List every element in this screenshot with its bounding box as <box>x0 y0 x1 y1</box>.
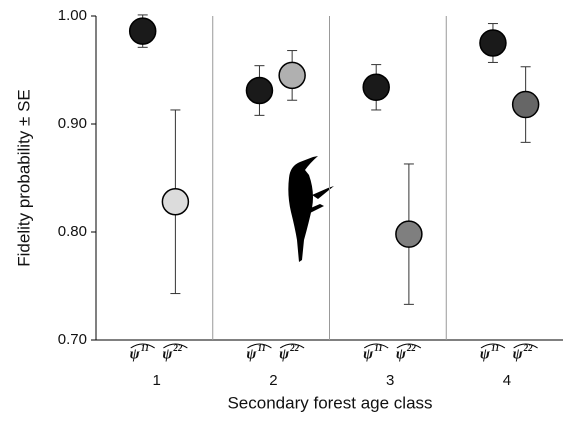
y-tick-label: 1.00 <box>58 7 87 24</box>
hat <box>363 343 389 349</box>
series-superscript: 22 <box>172 343 183 353</box>
x-tick-label: 1 <box>153 372 161 389</box>
point <box>278 61 306 90</box>
point <box>511 90 540 119</box>
series-name: ψ <box>480 346 491 362</box>
series-name: ψ <box>162 346 173 362</box>
point <box>479 29 507 57</box>
series-label: ψ 22 <box>162 343 188 362</box>
x-tick-label: 4 <box>503 372 511 389</box>
point <box>245 76 274 105</box>
series-label: ψ 22 <box>513 343 538 362</box>
y-tick-label: 0.70 <box>58 331 87 348</box>
series-name: ψ <box>363 346 374 362</box>
series-name: ψ <box>513 346 524 362</box>
point <box>161 188 190 216</box>
hat <box>130 343 155 349</box>
y-axis-title: Fidelity probability ± SE <box>14 89 33 267</box>
series-superscript: 11 <box>491 343 500 353</box>
series-name: ψ <box>396 346 407 362</box>
series-label: ψ 22 <box>396 343 422 362</box>
series-superscript: 22 <box>289 343 300 353</box>
series-name: ψ <box>246 346 257 362</box>
series-name: ψ <box>130 346 141 362</box>
point <box>395 220 423 248</box>
point <box>128 17 157 45</box>
point <box>362 73 390 102</box>
series-name: ψ <box>279 346 290 362</box>
series-superscript: 11 <box>374 343 383 353</box>
x-tick-label: 2 <box>269 372 277 389</box>
y-tick-label: 0.80 <box>58 223 87 240</box>
hat <box>279 343 305 349</box>
x-tick-label: 3 <box>386 372 394 389</box>
x-axis-title: Secondary forest age class <box>227 393 432 412</box>
hat <box>480 343 506 349</box>
series-label: ψ 11 <box>130 343 155 362</box>
series-label: ψ 11 <box>363 343 389 362</box>
hat <box>396 343 422 349</box>
hat <box>247 343 272 349</box>
series-label: ψ 11 <box>246 343 272 362</box>
bird-silhouette <box>288 156 334 262</box>
y-tick-label: 0.90 <box>58 115 87 132</box>
series-superscript: 11 <box>141 343 150 353</box>
hat <box>163 343 188 349</box>
series-superscript: 22 <box>523 343 534 353</box>
series-superscript: 22 <box>406 343 417 353</box>
hat <box>513 343 538 349</box>
series-label: ψ 11 <box>480 343 506 362</box>
series-superscript: 11 <box>257 343 266 353</box>
series-label: ψ 22 <box>279 343 305 362</box>
